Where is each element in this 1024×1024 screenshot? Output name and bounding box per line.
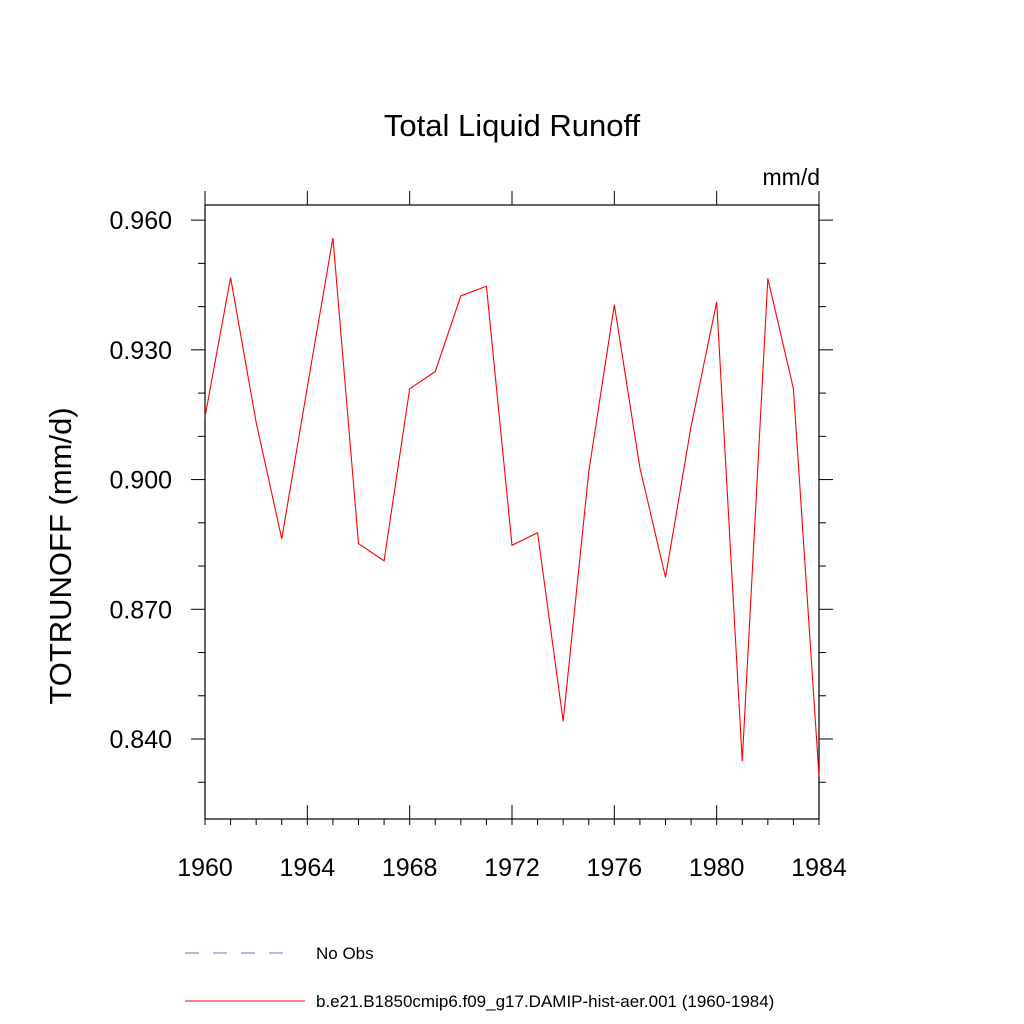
y-axis-label: TOTRUNOFF (mm/d) (43, 407, 78, 704)
x-tick-label: 1964 (280, 854, 336, 882)
y-tick-label: 0.870 (109, 596, 172, 624)
x-tick-label: 1968 (382, 854, 438, 882)
x-tick-label: 1980 (689, 854, 745, 882)
x-tick-label: 1984 (791, 854, 847, 882)
legend-label-model: b.e21.B1850cmip6.f09_g17.DAMIP-hist-aer.… (316, 992, 774, 1011)
y-tick-label: 0.840 (109, 726, 172, 754)
y-tick-label: 0.930 (109, 337, 172, 365)
series-lines (204, 237, 820, 777)
y-tick-label: 0.900 (109, 467, 172, 495)
legend: No Obs b.e21.B1850cmip6.f09_g17.DAMIP-hi… (185, 944, 774, 1011)
axis-tick-labels: 1960 1964 1968 1972 1976 1980 1984 0.840 0.870 0.… (109, 207, 846, 882)
legend-label-no-obs: No Obs (316, 944, 374, 963)
axis-ticks (191, 191, 833, 825)
series-line (204, 237, 820, 777)
chart-title: Total Liquid Runoff (384, 108, 641, 143)
plot-frame (204, 204, 820, 820)
units-label: mm/d (763, 164, 821, 190)
y-tick-label: 0.960 (109, 207, 172, 235)
x-tick-label: 1972 (484, 854, 540, 882)
x-tick-label: 1960 (177, 854, 233, 882)
x-tick-label: 1976 (587, 854, 643, 882)
